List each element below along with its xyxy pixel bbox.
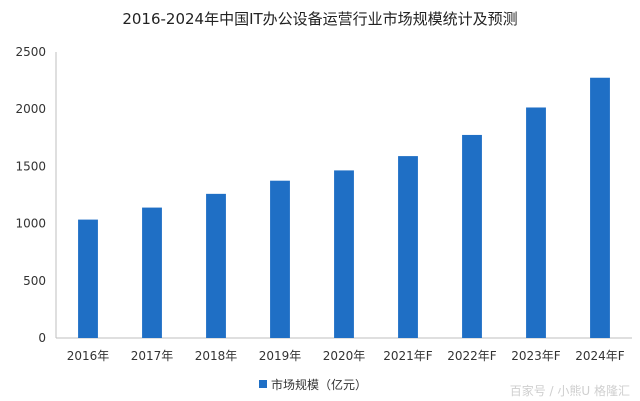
y-tick-label: 2500 (15, 45, 46, 59)
bar (270, 180, 290, 338)
bar (462, 134, 482, 338)
y-tick-label: 1000 (15, 217, 46, 231)
x-tick-label: 2023年F (511, 349, 561, 363)
y-tick-label: 0 (38, 331, 46, 345)
x-tick-label: 2016年 (67, 349, 110, 363)
legend: 市场规模（亿元） (259, 377, 367, 392)
bar (78, 219, 98, 338)
x-tick-label: 2020年 (323, 349, 366, 363)
y-tick-label: 500 (23, 274, 46, 288)
x-tick-label: 2017年 (131, 349, 174, 363)
x-tick-label: 2019年 (259, 349, 302, 363)
bar (334, 170, 354, 338)
x-tick-label: 2022年F (447, 349, 497, 363)
x-tick-label: 2024年F (575, 349, 625, 363)
bar (590, 77, 610, 339)
x-tick-label: 2021年F (383, 349, 433, 363)
x-axis-labels: 2016年 2017年 2018年 2019年 2020年 2021年F 2022年F 202… (67, 349, 625, 363)
bar (526, 107, 546, 338)
x-tick-label: 2018年 (195, 349, 238, 363)
legend-swatch (259, 380, 267, 388)
bars (78, 77, 610, 339)
watermark: 百家号 / 小熊U 格隆汇 (510, 383, 630, 398)
bar (142, 207, 162, 338)
bar (398, 156, 418, 338)
bar (206, 193, 226, 338)
chart-title: 2016-2024年中国IT办公设备运营行业市场规模统计及预测 (122, 10, 517, 28)
y-axis: 0 500 1000 1500 2000 2500 (15, 45, 46, 345)
legend-label: 市场规模（亿元） (271, 377, 367, 392)
y-tick-label: 1500 (15, 159, 46, 173)
y-tick-label: 2000 (15, 102, 46, 116)
